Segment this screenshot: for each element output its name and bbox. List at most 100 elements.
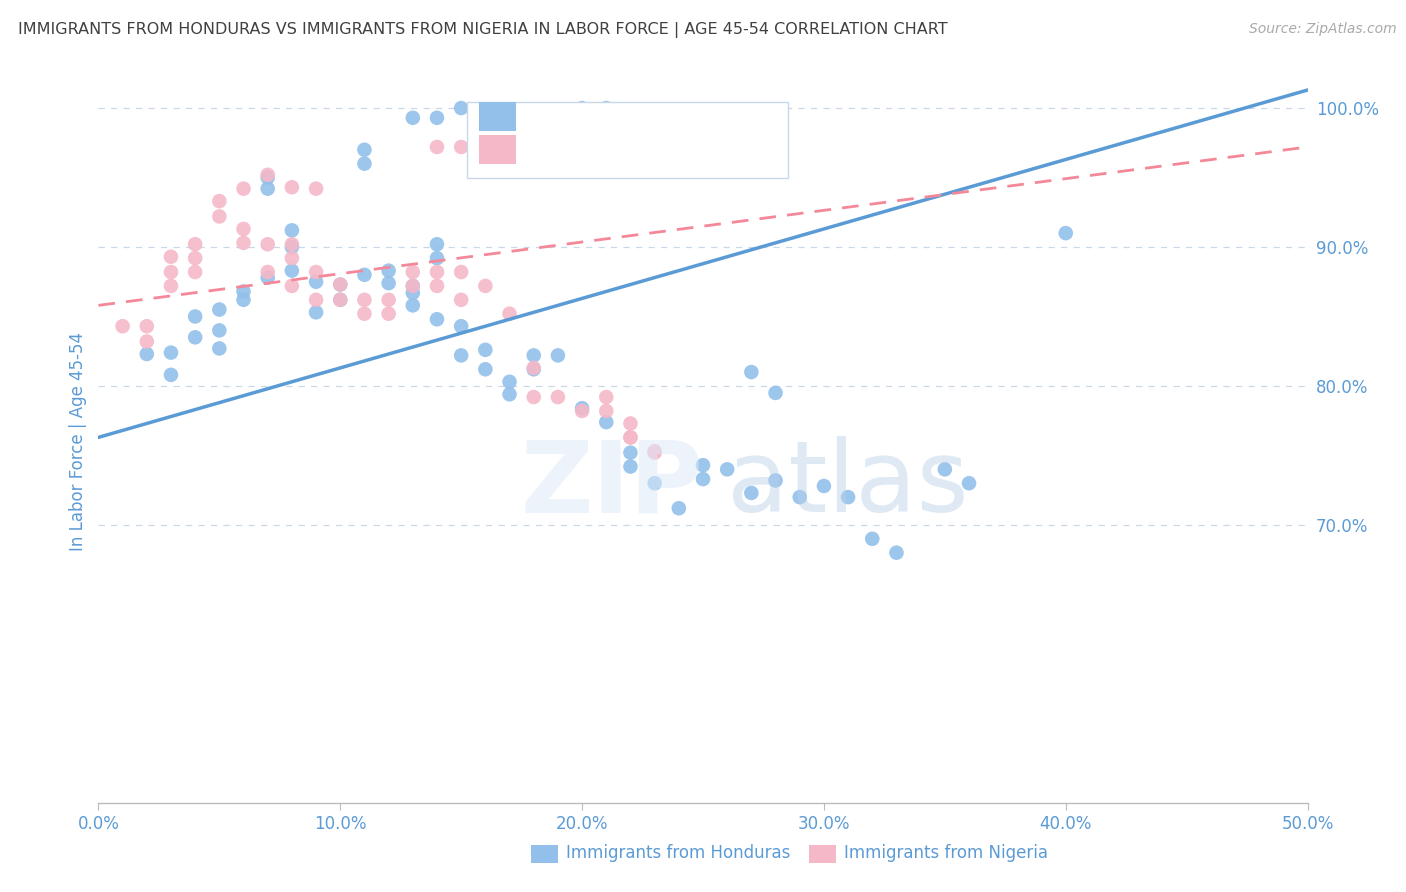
Point: [305, 265, 328, 279]
Point: [547, 348, 569, 362]
Point: [934, 462, 956, 476]
Point: [256, 168, 278, 182]
Point: [644, 445, 666, 459]
Bar: [531, 846, 558, 863]
Point: [160, 250, 183, 264]
Point: [619, 103, 641, 118]
Point: [450, 319, 472, 334]
Point: [426, 312, 449, 326]
Point: [184, 251, 207, 265]
Point: [377, 263, 399, 277]
Point: [281, 279, 304, 293]
Point: [523, 362, 546, 376]
Bar: [479, 136, 516, 164]
Point: [184, 265, 207, 279]
Point: [571, 404, 593, 418]
Point: [426, 251, 449, 265]
Point: [232, 235, 254, 250]
Point: [208, 323, 231, 337]
Point: [329, 293, 352, 307]
Point: [619, 417, 641, 431]
Point: [498, 375, 520, 389]
Point: [426, 140, 449, 154]
Point: [353, 307, 375, 321]
Point: [256, 237, 278, 252]
Point: [232, 222, 254, 236]
Point: [281, 223, 304, 237]
Point: [474, 362, 496, 376]
Point: [329, 277, 352, 292]
Point: [160, 345, 183, 359]
Point: [305, 275, 328, 289]
Point: [450, 293, 472, 307]
Point: [619, 430, 641, 444]
Point: [135, 319, 157, 334]
Point: [353, 268, 375, 282]
Point: [281, 263, 304, 277]
Point: [184, 330, 207, 344]
Point: [377, 276, 399, 290]
Point: [353, 156, 375, 170]
Point: [135, 347, 157, 361]
Point: [619, 459, 641, 474]
Point: [281, 240, 304, 254]
Point: [765, 474, 787, 488]
Point: [305, 182, 328, 196]
Bar: [810, 846, 837, 863]
Point: [523, 360, 546, 375]
Text: Immigrants from Honduras: Immigrants from Honduras: [567, 845, 790, 863]
Text: IMMIGRANTS FROM HONDURAS VS IMMIGRANTS FROM NIGERIA IN LABOR FORCE | AGE 45-54 C: IMMIGRANTS FROM HONDURAS VS IMMIGRANTS F…: [18, 22, 948, 38]
Point: [740, 365, 762, 379]
Point: [619, 445, 641, 459]
Point: [232, 293, 254, 307]
Point: [692, 458, 714, 472]
Point: [232, 182, 254, 196]
Point: [644, 444, 666, 458]
Point: [450, 101, 472, 115]
Point: [353, 143, 375, 157]
Point: [498, 387, 520, 401]
Point: [740, 486, 762, 500]
Point: [426, 265, 449, 279]
Point: [595, 404, 617, 418]
Point: [765, 385, 787, 400]
Point: [595, 390, 617, 404]
Point: [208, 194, 231, 209]
Point: [474, 279, 496, 293]
Point: [402, 298, 425, 312]
Point: [450, 140, 472, 154]
Text: R = 0.227    N = 52: R = 0.227 N = 52: [530, 141, 721, 159]
Point: [208, 210, 231, 224]
Point: [426, 111, 449, 125]
Point: [184, 310, 207, 324]
Point: [184, 237, 207, 252]
Text: Source: ZipAtlas.com: Source: ZipAtlas.com: [1249, 22, 1396, 37]
Y-axis label: In Labor Force | Age 45-54: In Labor Force | Age 45-54: [69, 332, 87, 551]
Point: [305, 293, 328, 307]
Point: [860, 532, 883, 546]
Point: [160, 368, 183, 382]
Point: [426, 237, 449, 252]
Point: [716, 462, 738, 476]
Point: [353, 293, 375, 307]
Point: [160, 265, 183, 279]
Text: R = 0.387    N = 67: R = 0.387 N = 67: [530, 107, 721, 126]
Point: [402, 279, 425, 293]
Point: [208, 342, 231, 356]
Point: [281, 251, 304, 265]
Point: [474, 140, 496, 154]
Bar: [479, 102, 516, 131]
Point: [135, 334, 157, 349]
Point: [281, 237, 304, 252]
Point: [789, 490, 811, 504]
Point: [256, 270, 278, 285]
Text: ZIP: ZIP: [520, 436, 703, 533]
Point: [450, 265, 472, 279]
Point: [547, 390, 569, 404]
Point: [523, 390, 546, 404]
Point: [886, 546, 908, 560]
Point: [160, 279, 183, 293]
Point: [595, 415, 617, 429]
Point: [281, 180, 304, 194]
Point: [111, 319, 134, 334]
